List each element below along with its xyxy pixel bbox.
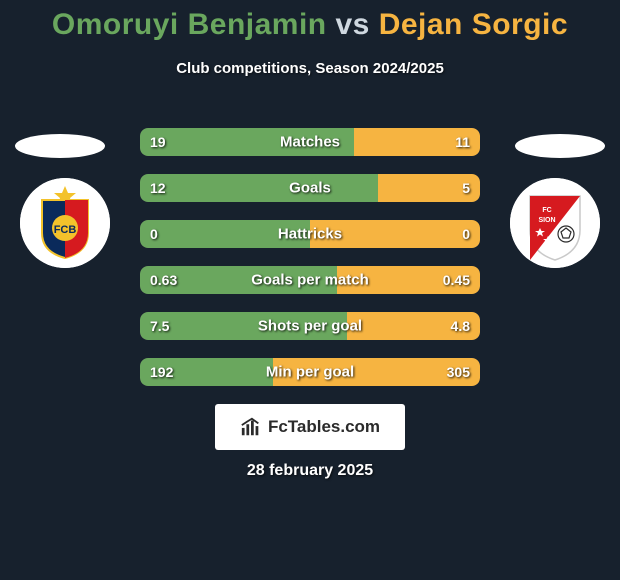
fcb-crest-icon: FCB (20, 178, 110, 268)
stat-label: Min per goal (140, 364, 480, 381)
svg-text:FCB: FCB (54, 224, 77, 236)
stat-row: Shots per goal7.5 4.8 (140, 312, 480, 340)
stat-value-right: 305 (447, 364, 470, 380)
stat-label: Goals (140, 180, 480, 197)
stat-value-right: 4.8 (451, 318, 470, 334)
bar-chart-icon (240, 416, 262, 438)
player1-silhouette (15, 134, 105, 158)
stat-value-right: 5 (462, 180, 470, 196)
player2-name: Dejan Sorgic (379, 8, 568, 41)
stat-value-left: 12 (150, 180, 166, 196)
player1-name: Omoruyi Benjamin (52, 8, 327, 41)
date-text: 28 february 2025 (0, 462, 620, 480)
player2-silhouette (515, 134, 605, 158)
branding-text: FcTables.com (268, 417, 380, 437)
stat-value-left: 0 (150, 226, 158, 242)
vs-separator: vs (335, 8, 369, 41)
stat-row: Goals12 5 (140, 174, 480, 202)
comparison-title: Omoruyi Benjamin vs Dejan Sorgic (0, 8, 620, 42)
stats-bars: Matches19 11 Goals12 5 Hattricks0 0 Goals per … (140, 128, 480, 404)
stat-label: Goals per match (140, 272, 480, 289)
stat-value-right: 11 (455, 134, 470, 150)
sion-crest-icon: FC SION (510, 178, 600, 268)
stat-value-left: 192 (150, 364, 173, 380)
stat-value-left: 7.5 (150, 318, 169, 334)
stat-row: Hattricks0 0 (140, 220, 480, 248)
stat-label: Shots per goal (140, 318, 480, 335)
stat-value-right: 0.45 (443, 272, 470, 288)
stat-value-left: 19 (150, 134, 166, 150)
stat-row: Min per goal192 305 (140, 358, 480, 386)
branding-badge: FcTables.com (215, 404, 405, 450)
stat-value-right: 0 (462, 226, 470, 242)
svg-text:FC: FC (542, 207, 551, 214)
stat-label: Matches (140, 134, 480, 151)
svg-text:SION: SION (538, 217, 555, 224)
club-crest-left: FCB (20, 178, 110, 268)
stat-value-left: 0.63 (150, 272, 177, 288)
stat-row: Matches19 11 (140, 128, 480, 156)
stat-row: Goals per match0.63 0.45 (140, 266, 480, 294)
club-crest-right: FC SION (510, 178, 600, 268)
subtitle: Club competitions, Season 2024/2025 (0, 60, 620, 77)
stat-label: Hattricks (140, 226, 480, 243)
